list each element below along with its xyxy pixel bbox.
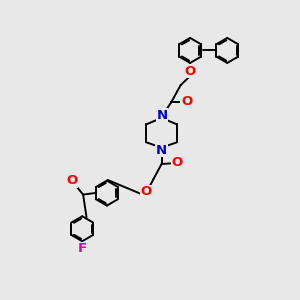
Text: O: O <box>140 185 152 198</box>
Text: O: O <box>67 174 78 187</box>
Text: O: O <box>171 156 183 169</box>
Text: O: O <box>184 65 196 78</box>
Text: F: F <box>78 242 87 256</box>
Text: N: N <box>156 109 167 122</box>
Text: O: O <box>181 95 192 108</box>
Text: N: N <box>156 144 167 157</box>
